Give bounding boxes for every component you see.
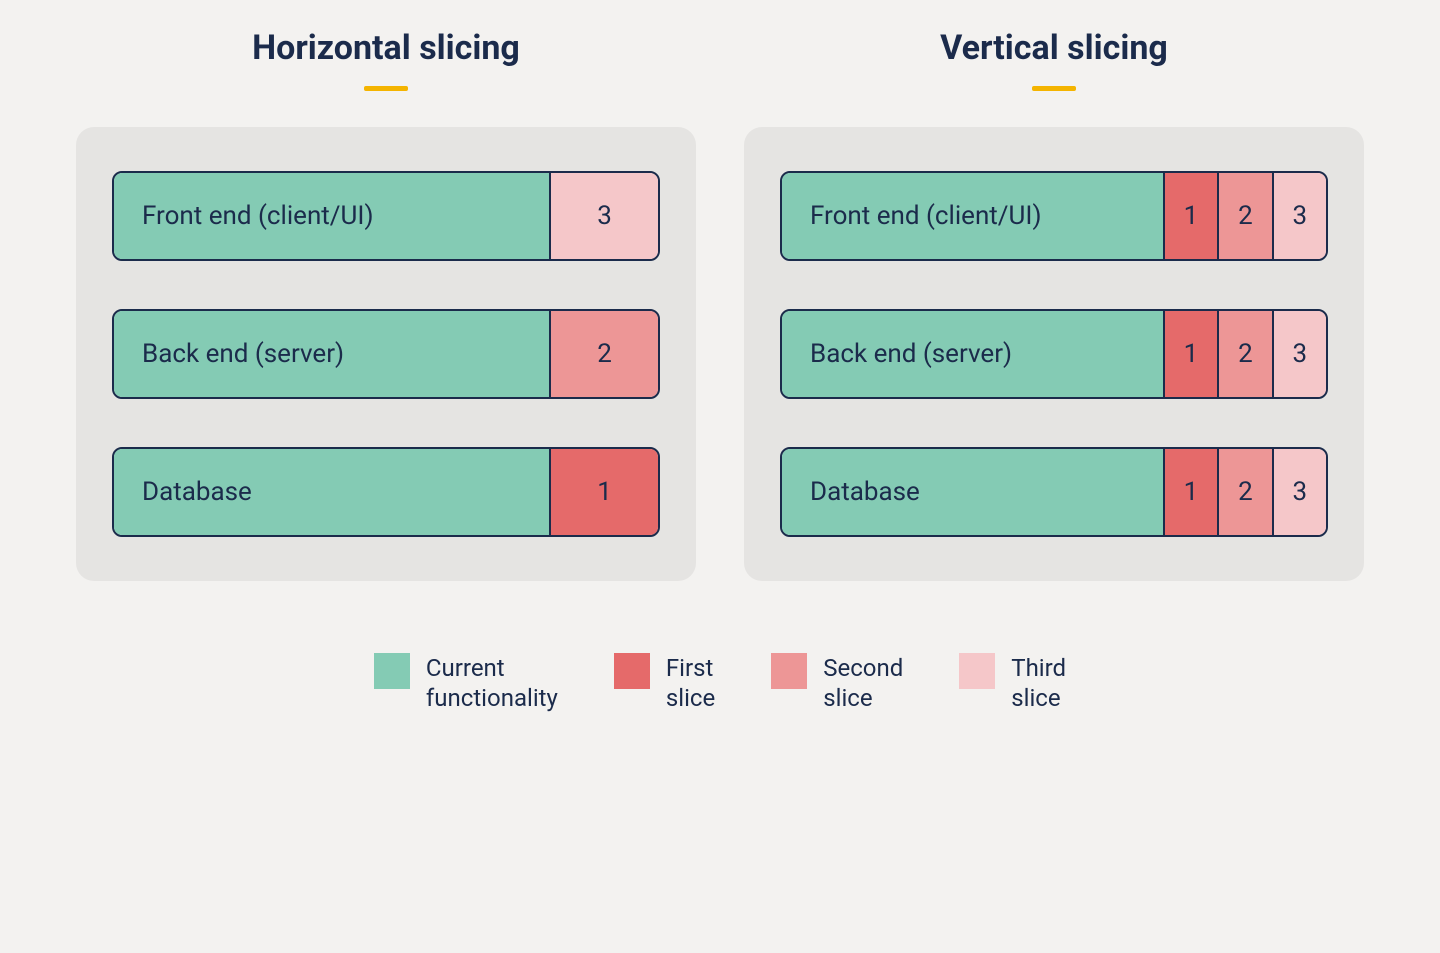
bar-main-label: Back end (server) [114,311,549,397]
panel-vertical: Vertical slicing Front end (client/UI) 1… [744,28,1364,581]
legend-swatch [959,653,995,689]
bar-segment: 2 [549,311,658,397]
bar-vertical-database: Database 1 2 3 [780,447,1328,537]
legend-swatch [771,653,807,689]
bar-segment: 1 [1163,173,1217,259]
legend-item-first-slice: First slice [614,653,715,713]
bar-main-label: Database [114,449,549,535]
panel-title-horizontal: Horizontal slicing [252,28,520,68]
legend-label: Second slice [823,653,903,713]
legend-label: Current functionality [426,653,558,713]
bar-main-label: Front end (client/UI) [782,173,1163,259]
bar-horizontal-frontend: Front end (client/UI) 3 [112,171,660,261]
bar-segment: 3 [1272,311,1326,397]
bar-segment: 1 [1163,311,1217,397]
panel-body-horizontal: Front end (client/UI) 3 Back end (server… [76,127,696,581]
bar-segment: 2 [1217,173,1271,259]
bar-segment: 3 [1272,173,1326,259]
legend-label: First slice [666,653,715,713]
legend-item-second-slice: Second slice [771,653,903,713]
panel-title-vertical: Vertical slicing [940,28,1168,68]
bar-vertical-frontend: Front end (client/UI) 1 2 3 [780,171,1328,261]
bar-segment: 1 [549,449,658,535]
bar-vertical-backend: Back end (server) 1 2 3 [780,309,1328,399]
bar-main-label: Front end (client/UI) [114,173,549,259]
panel-horizontal: Horizontal slicing Front end (client/UI)… [76,28,696,581]
title-underline-vertical [1032,86,1076,91]
bar-horizontal-backend: Back end (server) 2 [112,309,660,399]
bar-horizontal-database: Database 1 [112,447,660,537]
legend-item-third-slice: Third slice [959,653,1066,713]
legend: Current functionality First slice Second… [374,653,1066,713]
panels-container: Horizontal slicing Front end (client/UI)… [72,28,1368,581]
title-underline-horizontal [364,86,408,91]
bar-segment: 1 [1163,449,1217,535]
bar-segment: 3 [549,173,658,259]
legend-swatch [614,653,650,689]
bar-segment: 2 [1217,311,1271,397]
bar-main-label: Back end (server) [782,311,1163,397]
legend-label: Third slice [1011,653,1066,713]
page-root: Horizontal slicing Front end (client/UI)… [0,0,1440,953]
legend-item-current: Current functionality [374,653,558,713]
bar-main-label: Database [782,449,1163,535]
panel-body-vertical: Front end (client/UI) 1 2 3 Back end (se… [744,127,1364,581]
bar-segment: 3 [1272,449,1326,535]
legend-swatch [374,653,410,689]
bar-segment: 2 [1217,449,1271,535]
